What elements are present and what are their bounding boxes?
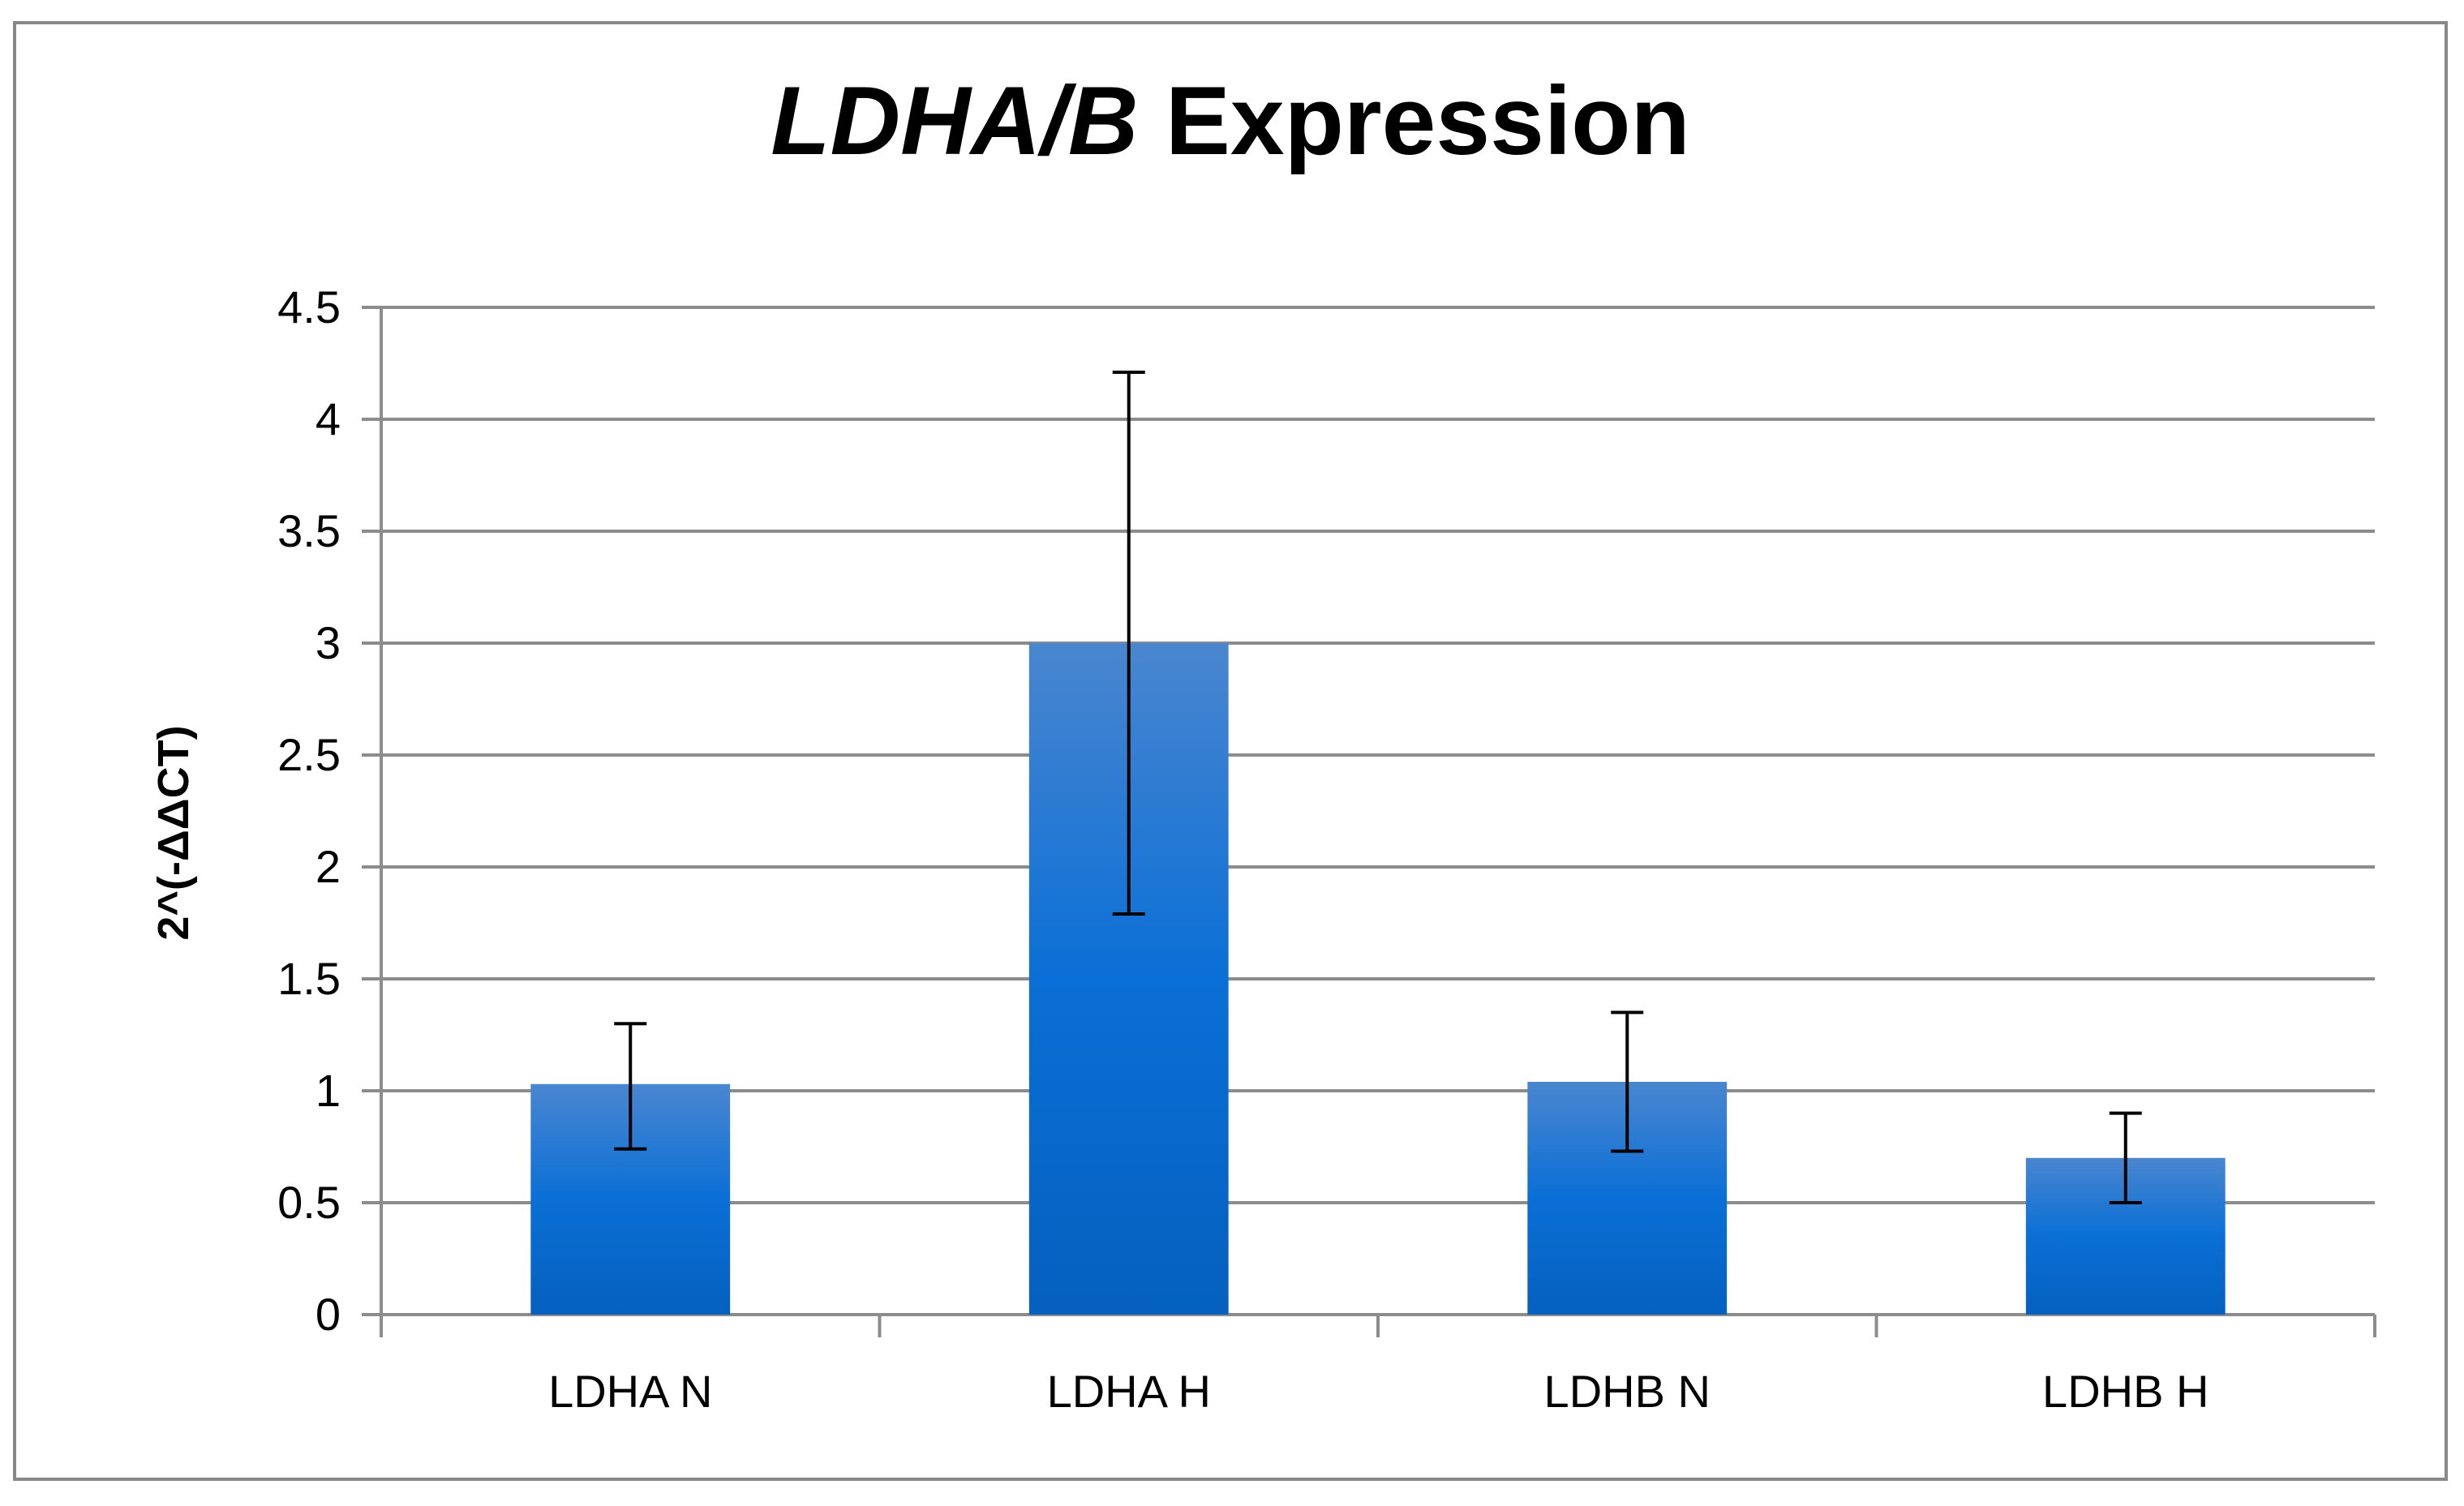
y-tick-label: 1.5 [277, 953, 341, 1004]
y-axis-title: 2^(-ΔΔCT) [149, 725, 198, 940]
y-tick-label: 3.5 [277, 505, 341, 556]
chart-title-regular: Expression [1139, 67, 1690, 175]
error-bars [614, 371, 2142, 1204]
chart-title-italic: LDHA/B [771, 67, 1138, 175]
y-tick-label: 2 [316, 841, 341, 892]
x-tick-labels: LDHA N LDHA H LDHB N LDHB H [548, 1366, 2209, 1417]
bar-chart: LDHA/B Expression 2^(-ΔΔCT) 0 0.5 1 1.5 2 2.5… [149, 67, 2376, 1417]
y-tick-label: 0 [316, 1289, 341, 1340]
y-tick-label: 4 [316, 393, 341, 444]
x-tick-label: LDHB H [2042, 1366, 2209, 1417]
y-tick-label: 1 [316, 1065, 341, 1116]
chart-title: LDHA/B Expression [771, 67, 1690, 175]
error-bar [1112, 371, 1145, 916]
chart-frame: LDHA/B Expression 2^(-ΔΔCT) 0 0.5 1 1.5 2 2.5… [13, 21, 2448, 1481]
x-tick-label: LDHA H [1047, 1366, 1211, 1417]
x-tick-label: LDHA N [548, 1366, 712, 1417]
y-tick-label: 0.5 [277, 1177, 341, 1228]
error-bar [614, 1022, 647, 1151]
y-tick-label: 2.5 [277, 729, 341, 780]
x-tick-label: LDHB N [1544, 1366, 1711, 1417]
y-tick-label: 4.5 [277, 281, 341, 333]
error-bar [2109, 1111, 2142, 1204]
error-bar [1611, 1010, 1644, 1153]
y-tick-labels: 0 0.5 1 1.5 2 2.5 3 3.5 4 4.5 [277, 281, 341, 1340]
y-tick-label: 3 [316, 617, 341, 668]
